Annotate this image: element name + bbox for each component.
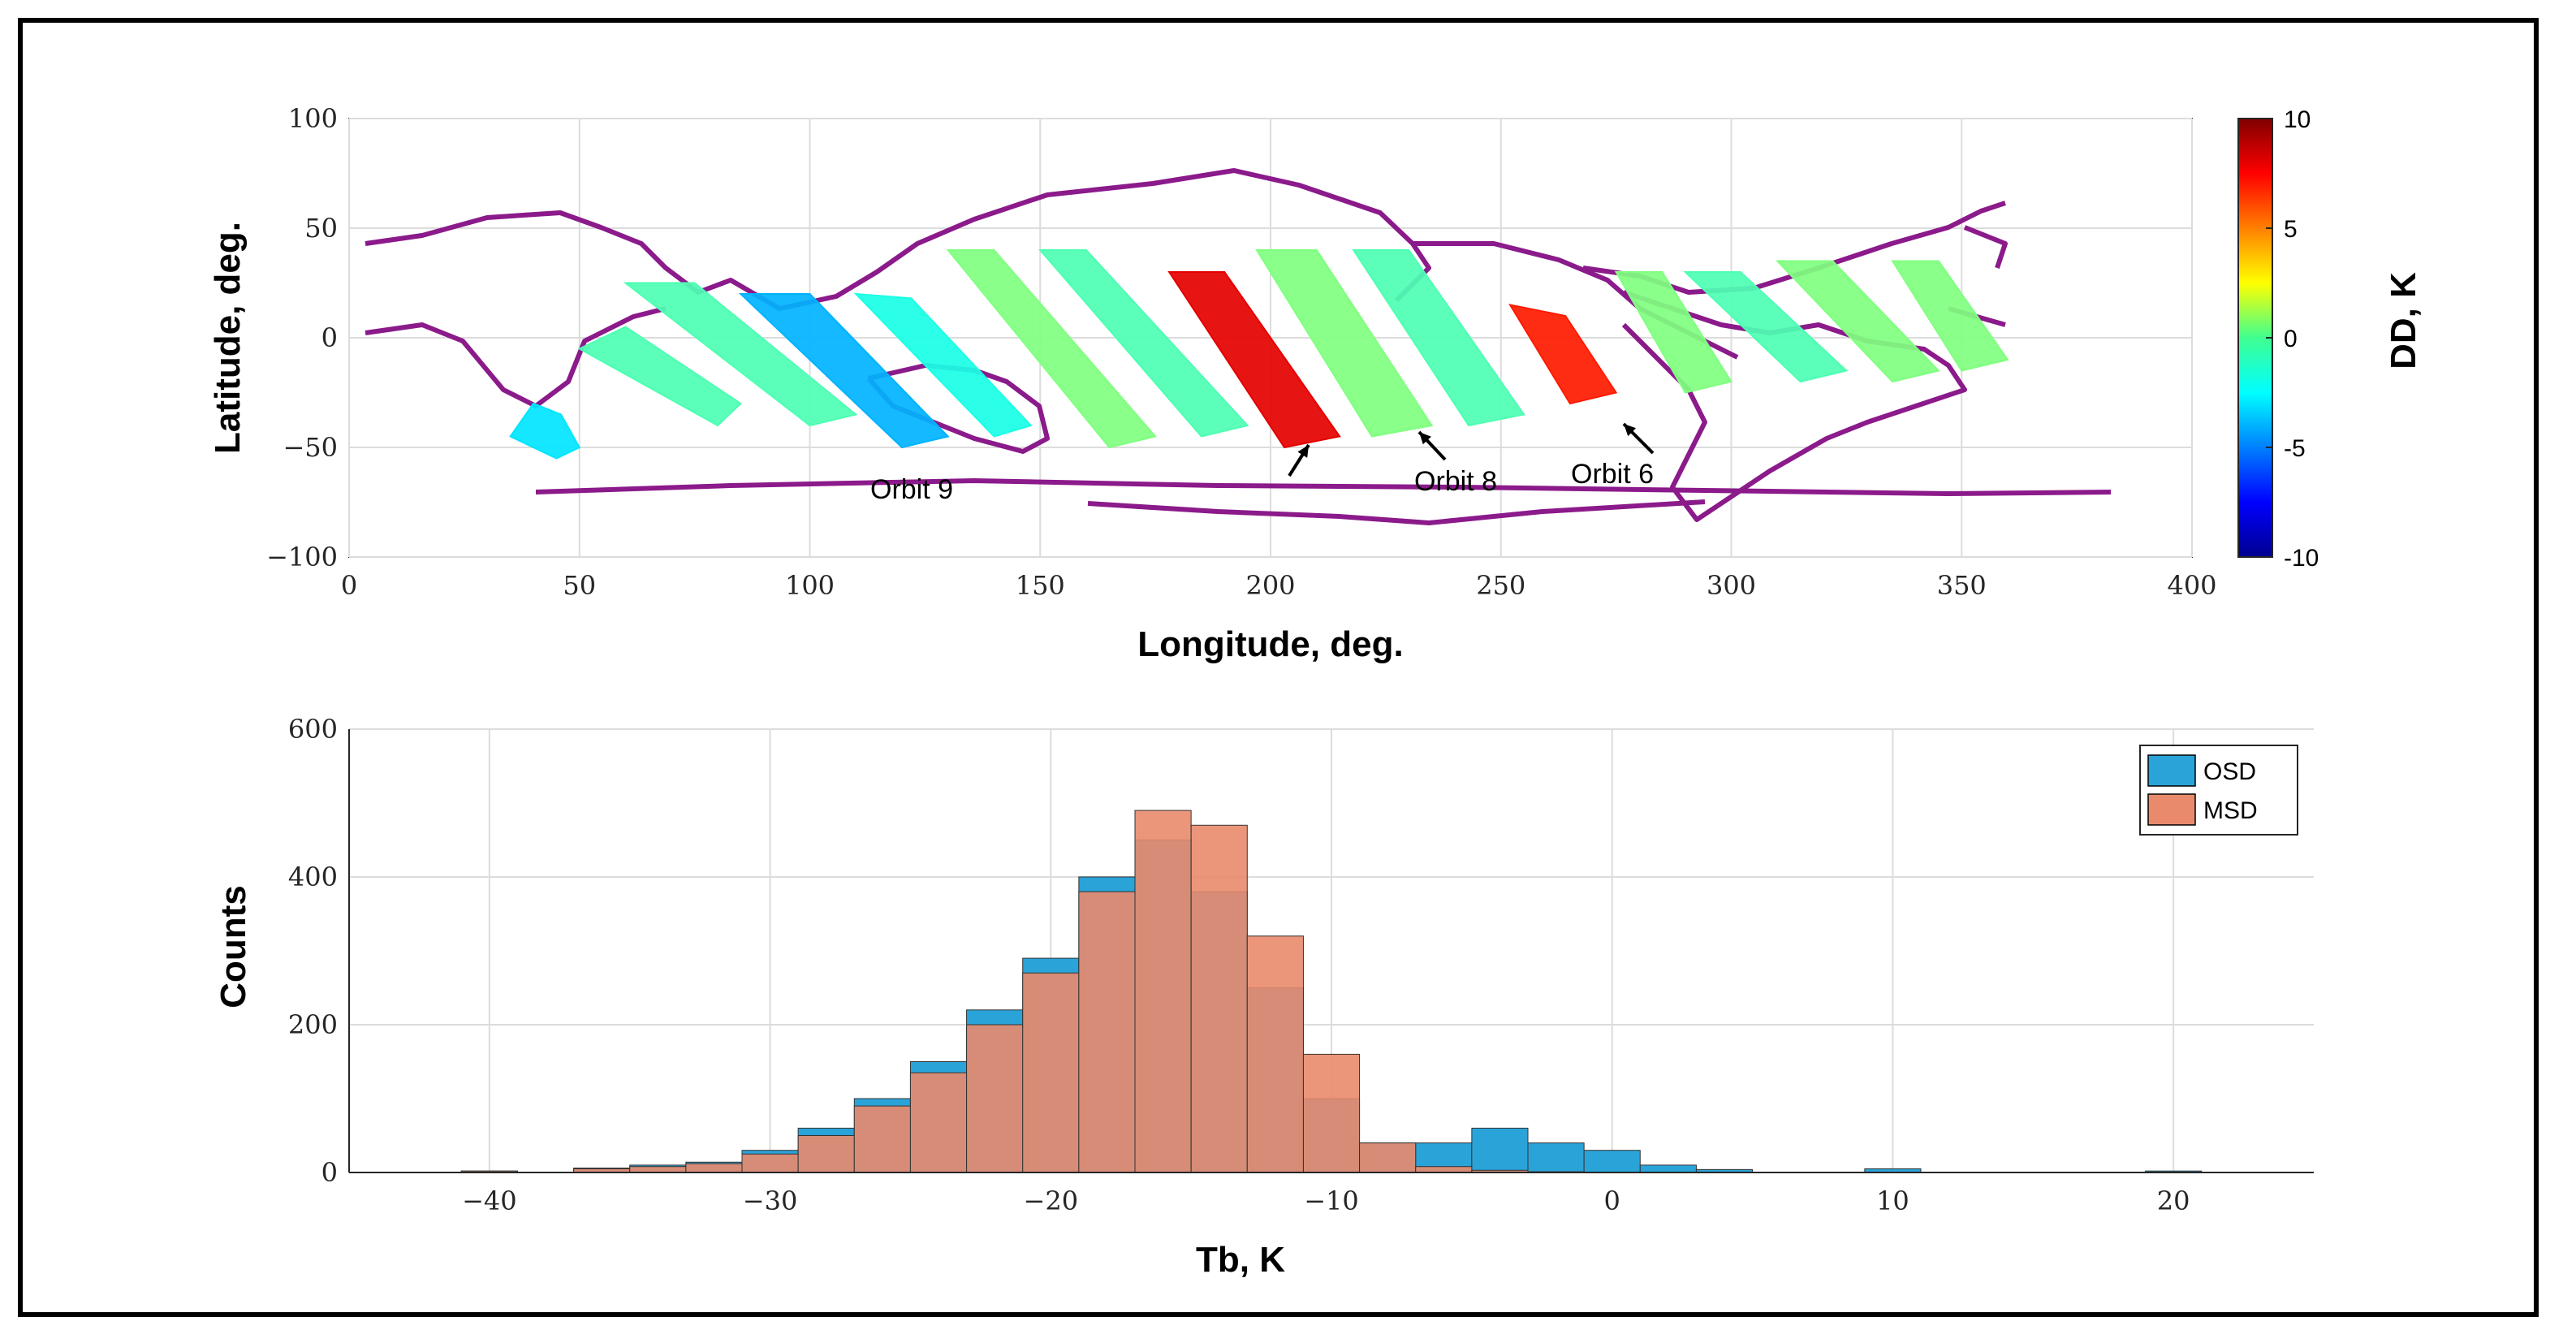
coastline-path bbox=[365, 168, 1431, 311]
histogram-xtick-label: −40 bbox=[462, 1185, 517, 1216]
histogram-xtick-label: −20 bbox=[1024, 1185, 1079, 1216]
bar-osd bbox=[1639, 1164, 1697, 1173]
map-ytick-label: 50 bbox=[304, 213, 338, 244]
orbit-arrows bbox=[1288, 422, 1655, 477]
bar-msd bbox=[1359, 1142, 1417, 1173]
bar-msd bbox=[1190, 824, 1248, 1173]
map-panel: 0 50 100 150 200 250 300 350 400 −100 −50 0 50 100 Lo… bbox=[208, 103, 2217, 664]
swath-13 bbox=[1683, 271, 1849, 383]
map-ytick-label: −100 bbox=[266, 542, 338, 572]
legend-osd-swatch bbox=[2147, 754, 2196, 787]
colorbar-ticks: 10 5 0 -5 -10 bbox=[2266, 106, 2319, 572]
histogram-xtick-label: 0 bbox=[1604, 1185, 1620, 1216]
map-xlabel: Longitude, deg. bbox=[1137, 624, 1404, 664]
coastline-path bbox=[535, 478, 2112, 496]
swath-3 bbox=[623, 282, 858, 427]
legend-msd-swatch bbox=[2147, 793, 2196, 826]
map-xtick-label: 150 bbox=[1016, 570, 1065, 601]
map-xtick-label: 100 bbox=[785, 570, 835, 601]
legend: OSD MSD bbox=[2139, 745, 2298, 836]
bar-msd bbox=[1246, 935, 1304, 1173]
swath-5 bbox=[853, 292, 1033, 438]
bar-msd bbox=[1022, 972, 1080, 1173]
swath-9 bbox=[1255, 249, 1434, 438]
annotation-orbit-9: Orbit 9 bbox=[870, 474, 953, 505]
histogram-ytick-label: 0 bbox=[321, 1157, 338, 1188]
bar-msd bbox=[1134, 810, 1192, 1173]
swath-15 bbox=[1891, 260, 2009, 372]
swath-6 bbox=[946, 249, 1157, 449]
histogram-xtick-label: −10 bbox=[1304, 1185, 1359, 1216]
colorbar-tick-label: 5 bbox=[2284, 216, 2298, 243]
swath-11 bbox=[1508, 304, 1618, 405]
map-ytick-label: 100 bbox=[288, 103, 338, 134]
swath-7 bbox=[1038, 249, 1249, 438]
orbit-arrowhead-3 bbox=[1624, 424, 1637, 437]
orbit-arrowhead-2 bbox=[1419, 432, 1431, 445]
bar-msd bbox=[1415, 1166, 1473, 1173]
colorbar-label: DD, K bbox=[2384, 272, 2423, 369]
map-xtick-label: 400 bbox=[2167, 570, 2216, 601]
swaths bbox=[509, 249, 2009, 460]
colorbar: 10 5 0 -5 -10 DD, K bbox=[2237, 106, 2423, 572]
map-ytick-label: −50 bbox=[283, 432, 338, 463]
histogram-xtick-label: 10 bbox=[1876, 1185, 1909, 1216]
map-ticks: 0 50 100 150 200 250 300 350 400 −100 −50 0 50 100 bbox=[266, 103, 2216, 601]
bar-osd bbox=[1583, 1150, 1641, 1173]
bar-msd bbox=[909, 1072, 968, 1173]
coastline-path bbox=[1087, 499, 1706, 525]
histogram-xtick-label: 20 bbox=[2157, 1185, 2190, 1216]
bar-msd bbox=[1302, 1053, 1361, 1173]
legend-msd-label: MSD bbox=[2203, 797, 2258, 824]
colorbar-tick-label: 10 bbox=[2284, 106, 2311, 133]
swath-4 bbox=[738, 293, 950, 449]
swath-10 bbox=[1352, 249, 1525, 427]
histogram-ylabel: Counts bbox=[214, 885, 253, 1008]
bar-msd bbox=[853, 1105, 911, 1173]
histogram-xtick-label: −30 bbox=[743, 1185, 798, 1216]
swath-12 bbox=[1614, 271, 1733, 394]
histogram-ytick-label: 400 bbox=[288, 862, 338, 892]
swath-8 bbox=[1167, 271, 1341, 449]
map-xtick-label: 200 bbox=[1245, 570, 1295, 601]
colorbar-tick-label: -5 bbox=[2284, 435, 2306, 462]
histogram-ytick-label: 600 bbox=[288, 714, 338, 745]
map-ytick-label: 0 bbox=[321, 322, 338, 353]
coastline-path bbox=[1963, 225, 2008, 269]
bar-msd bbox=[685, 1163, 743, 1173]
bar-msd bbox=[741, 1153, 799, 1173]
series-msd bbox=[460, 810, 1585, 1173]
map-xtick-label: 0 bbox=[341, 570, 357, 601]
bar-osd bbox=[1527, 1142, 1585, 1173]
map-xtick-label: 250 bbox=[1476, 570, 1525, 601]
legend-osd-label: OSD bbox=[2203, 758, 2256, 785]
colorbar-tick-label: 0 bbox=[2284, 326, 2298, 352]
map-ylabel: Latitude, deg. bbox=[208, 222, 248, 454]
annotation-orbit-6: Orbit 6 bbox=[1571, 459, 1654, 490]
swath-14 bbox=[1775, 260, 1940, 383]
map-xtick-label: 350 bbox=[1937, 570, 1987, 601]
histogram-ytick-label: 200 bbox=[288, 1009, 338, 1040]
colorbar-tick-label: -10 bbox=[2284, 545, 2319, 572]
annotation-orbit-8: Orbit 8 bbox=[1414, 466, 1497, 497]
bar-msd bbox=[797, 1135, 855, 1173]
swath-1 bbox=[509, 402, 581, 460]
map-xtick-label: 50 bbox=[563, 570, 596, 601]
swath-2 bbox=[577, 326, 742, 427]
map-xtick-label: 300 bbox=[1707, 570, 1756, 601]
histogram-xlabel: Tb, K bbox=[1196, 1240, 1285, 1280]
bar-msd bbox=[1078, 891, 1136, 1173]
coastline bbox=[365, 168, 2112, 525]
bar-msd bbox=[966, 1024, 1024, 1173]
bar-osd bbox=[1471, 1127, 1529, 1173]
bar-msd bbox=[629, 1166, 687, 1173]
orbit-arrowhead-1 bbox=[1297, 445, 1309, 458]
